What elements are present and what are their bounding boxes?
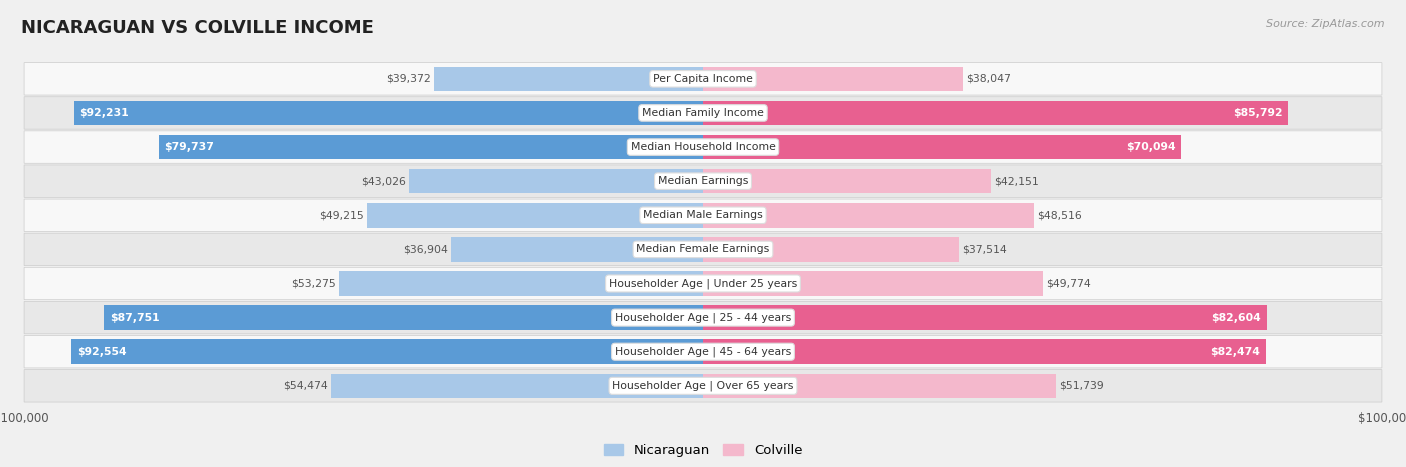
Bar — [73, 101, 703, 125]
Bar — [434, 67, 703, 91]
Text: $49,215: $49,215 — [319, 210, 364, 220]
Text: Householder Age | Under 25 years: Householder Age | Under 25 years — [609, 278, 797, 289]
Text: $85,792: $85,792 — [1233, 108, 1282, 118]
Legend: Nicaraguan, Colville: Nicaraguan, Colville — [599, 439, 807, 462]
Text: Median Female Earnings: Median Female Earnings — [637, 244, 769, 255]
Text: $51,739: $51,739 — [1060, 381, 1104, 391]
Bar — [703, 374, 1056, 398]
Text: Householder Age | 45 - 64 years: Householder Age | 45 - 64 years — [614, 347, 792, 357]
Text: NICARAGUAN VS COLVILLE INCOME: NICARAGUAN VS COLVILLE INCOME — [21, 19, 374, 37]
Text: $87,751: $87,751 — [110, 312, 159, 323]
Text: Source: ZipAtlas.com: Source: ZipAtlas.com — [1267, 19, 1385, 28]
Text: $43,026: $43,026 — [361, 176, 406, 186]
Bar — [104, 305, 703, 330]
FancyBboxPatch shape — [24, 97, 1382, 129]
Text: $39,372: $39,372 — [387, 74, 432, 84]
Bar — [159, 135, 703, 159]
Bar — [703, 305, 1267, 330]
Text: $70,094: $70,094 — [1126, 142, 1175, 152]
Text: $79,737: $79,737 — [165, 142, 214, 152]
Text: $92,231: $92,231 — [79, 108, 129, 118]
Bar — [703, 340, 1265, 364]
Text: $82,604: $82,604 — [1212, 312, 1261, 323]
Bar — [703, 135, 1181, 159]
Text: Median Male Earnings: Median Male Earnings — [643, 210, 763, 220]
Text: Median Earnings: Median Earnings — [658, 176, 748, 186]
Bar — [332, 374, 703, 398]
FancyBboxPatch shape — [24, 131, 1382, 163]
FancyBboxPatch shape — [24, 199, 1382, 232]
Bar — [339, 271, 703, 296]
Bar — [703, 237, 959, 262]
Text: $54,474: $54,474 — [283, 381, 328, 391]
Bar — [703, 67, 963, 91]
Text: $49,774: $49,774 — [1046, 278, 1091, 289]
Bar — [72, 340, 703, 364]
Text: Median Household Income: Median Household Income — [630, 142, 776, 152]
Bar — [703, 203, 1033, 227]
Bar — [703, 271, 1043, 296]
Bar — [451, 237, 703, 262]
FancyBboxPatch shape — [24, 233, 1382, 266]
Text: Householder Age | 25 - 44 years: Householder Age | 25 - 44 years — [614, 312, 792, 323]
FancyBboxPatch shape — [24, 301, 1382, 334]
Text: $92,554: $92,554 — [77, 347, 127, 357]
Bar — [409, 169, 703, 193]
Bar — [703, 169, 991, 193]
Text: $53,275: $53,275 — [291, 278, 336, 289]
Text: Householder Age | Over 65 years: Householder Age | Over 65 years — [612, 381, 794, 391]
Text: $37,514: $37,514 — [962, 244, 1007, 255]
Bar — [703, 101, 1288, 125]
FancyBboxPatch shape — [24, 369, 1382, 402]
Text: $38,047: $38,047 — [966, 74, 1011, 84]
FancyBboxPatch shape — [24, 63, 1382, 95]
Text: $42,151: $42,151 — [994, 176, 1039, 186]
FancyBboxPatch shape — [24, 335, 1382, 368]
Text: Median Family Income: Median Family Income — [643, 108, 763, 118]
Text: $48,516: $48,516 — [1038, 210, 1083, 220]
Text: $82,474: $82,474 — [1211, 347, 1260, 357]
FancyBboxPatch shape — [24, 267, 1382, 300]
FancyBboxPatch shape — [24, 165, 1382, 198]
Bar — [367, 203, 703, 227]
Text: Per Capita Income: Per Capita Income — [652, 74, 754, 84]
Text: $36,904: $36,904 — [404, 244, 447, 255]
